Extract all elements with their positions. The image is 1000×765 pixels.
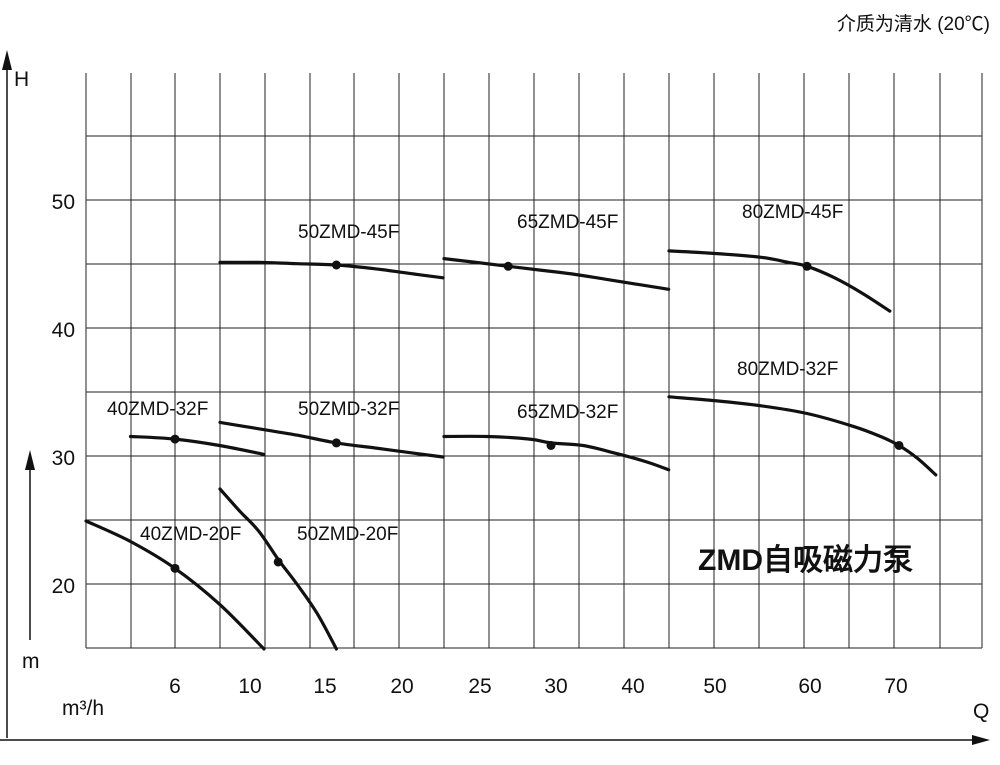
series-label-40zmd-20f: 40ZMD-20F bbox=[140, 524, 241, 545]
rated-point-40zmd-20f bbox=[170, 563, 180, 573]
series-label-50zmd-32f: 50ZMD-32F bbox=[298, 399, 399, 420]
curve-80zmd-45f bbox=[667, 249, 892, 313]
series-label-65zmd-45f: 65ZMD-45F bbox=[517, 212, 618, 233]
x-tick-label: 40 bbox=[621, 675, 644, 698]
curve-65zmd-32f bbox=[442, 434, 671, 472]
medium-note: 介质为清水 (20℃) bbox=[837, 13, 990, 35]
series-label-65zmd-32f: 65ZMD-32F bbox=[517, 402, 618, 423]
x-axis-unit: m³/h bbox=[62, 697, 104, 720]
y-axis-unit: m bbox=[22, 650, 40, 673]
curve-65zmd-45f bbox=[442, 257, 671, 291]
x-axis-arrow bbox=[972, 735, 990, 745]
y-tick-label: 20 bbox=[52, 575, 75, 598]
rated-point-40zmd-32f bbox=[170, 434, 180, 444]
series-label-50zmd-20f: 50ZMD-20F bbox=[297, 524, 398, 545]
y-axis-arrow bbox=[2, 50, 12, 70]
x-tick-label: 20 bbox=[390, 675, 413, 698]
x-tick-label: 10 bbox=[238, 675, 261, 698]
rated-point-50zmd-20f bbox=[273, 557, 283, 567]
series-label-50zmd-45f: 50ZMD-45F bbox=[298, 222, 399, 243]
y-tick-label: 40 bbox=[52, 319, 75, 342]
x-tick-label: 30 bbox=[544, 675, 567, 698]
rated-point-50zmd-45f bbox=[331, 260, 341, 270]
rated-point-65zmd-45f bbox=[503, 261, 513, 271]
chart-title: ZMD自吸磁力泵 bbox=[698, 543, 913, 577]
curve-80zmd-32f bbox=[667, 395, 938, 477]
rated-point-50zmd-32f bbox=[331, 438, 341, 448]
y-tick-label: 30 bbox=[52, 447, 75, 470]
x-tick-label: 50 bbox=[703, 675, 726, 698]
x-tick-label: 25 bbox=[468, 675, 491, 698]
x-tick-label: 60 bbox=[798, 675, 821, 698]
y-tick-label: 50 bbox=[52, 191, 75, 214]
series-label-80zmd-32f: 80ZMD-32F bbox=[737, 359, 838, 380]
x-tick-label: 70 bbox=[884, 675, 907, 698]
chart-grid bbox=[85, 73, 983, 649]
series-label-40zmd-32f: 40ZMD-32F bbox=[107, 399, 208, 420]
curve-50zmd-20f bbox=[218, 487, 338, 651]
pump-curves bbox=[84, 249, 938, 651]
rated-point-80zmd-32f bbox=[894, 440, 904, 450]
x-tick-label: 6 bbox=[169, 675, 181, 698]
x-axis-letter: Q bbox=[973, 700, 989, 723]
curve-50zmd-45f bbox=[218, 260, 445, 280]
x-tick-label: 15 bbox=[313, 675, 336, 698]
unit-arrow-head bbox=[25, 450, 35, 470]
series-label-80zmd-45f: 80ZMD-45F bbox=[742, 202, 843, 223]
curve-40zmd-32f bbox=[128, 434, 266, 456]
rated-point-80zmd-45f bbox=[802, 261, 812, 271]
y-axis-letter: H bbox=[14, 68, 29, 91]
rated-point-65zmd-32f bbox=[546, 440, 556, 450]
chart-text: 20 30 40 50 6 10 15 20 25 30 40 50 60 70 40ZMD-32F 40ZM… bbox=[52, 191, 908, 698]
chart-axes bbox=[0, 50, 990, 745]
